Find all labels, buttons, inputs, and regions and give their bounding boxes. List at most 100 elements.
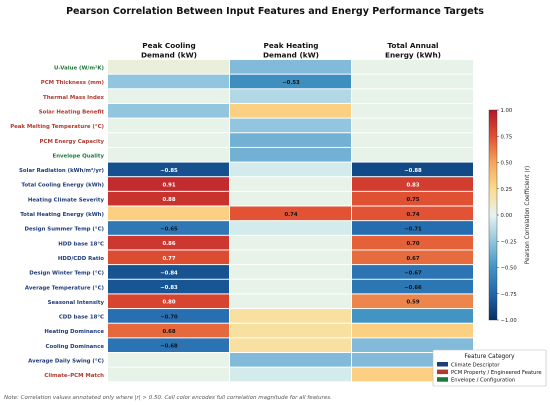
colorbar-tick-label: 1.00 — [501, 108, 513, 114]
colorbar-tick-label: −1.00 — [501, 318, 518, 324]
cell-value: −0.70 — [160, 314, 178, 320]
legend-box — [432, 349, 547, 387]
cell-value: −0.65 — [160, 226, 178, 232]
heatmap-cell — [352, 191, 473, 206]
legend-swatch — [437, 362, 448, 367]
cell-value: 0.74 — [284, 212, 297, 218]
row-label: PCM Thickness (mm) — [41, 80, 104, 86]
row-label: HDD base 18°C — [58, 241, 104, 247]
cell-value: 0.70 — [406, 241, 419, 247]
colorbar-tick-label: −0.50 — [501, 266, 518, 272]
cell-value: −0.83 — [160, 285, 178, 291]
column-header: Demand (kW) — [263, 51, 319, 60]
cell-value: 0.59 — [406, 300, 419, 306]
legend-swatch — [437, 377, 448, 382]
heatmap-cell — [352, 279, 473, 294]
heatmap-cell — [352, 60, 473, 74]
heatmap-cell — [352, 206, 473, 221]
heatmap-cell — [352, 235, 473, 250]
chart-title: Pearson Correlation Between Input Featur… — [66, 6, 484, 17]
heatmap-cell — [352, 162, 473, 177]
heatmap-cell — [230, 191, 351, 206]
heatmap-cell — [352, 74, 473, 89]
cell-value: −0.53 — [282, 80, 300, 86]
heatmap-cell — [108, 191, 229, 206]
cell-value: −0.66 — [404, 285, 422, 291]
heatmap-cell — [108, 118, 229, 133]
cell-value: 0.67 — [406, 256, 419, 262]
cell-value: −0.85 — [160, 168, 178, 174]
heatmap-cell — [108, 265, 229, 279]
heatmap-cell — [352, 221, 473, 235]
heatmap-cell — [108, 177, 229, 191]
cell-value: 0.68 — [162, 329, 175, 335]
heatmap-cell — [352, 250, 473, 265]
heatmap-cell — [108, 235, 229, 250]
heatmap-cell — [352, 323, 473, 338]
heatmap-cell — [230, 221, 351, 235]
footnote: Note: Correlation values annotated only … — [4, 395, 332, 401]
heatmap-cell — [230, 89, 351, 103]
row-label: Seasonal Intensity — [48, 300, 105, 306]
colorbar-tick-label: 0.75 — [501, 134, 513, 140]
colorbar-label: Pearson Correlation Coefficient (r) — [525, 166, 531, 265]
heatmap-cell — [230, 294, 351, 309]
heatmap-cell — [108, 323, 229, 338]
heatmap-cell — [230, 235, 351, 250]
heatmap-cell — [230, 147, 351, 162]
column-header: Peak Heating — [263, 41, 318, 50]
heatmap-cell — [108, 133, 229, 147]
column-header: Total Annual — [387, 41, 438, 50]
cell-value: −0.84 — [160, 270, 178, 276]
heatmap-cell — [108, 147, 229, 162]
heatmap-cell — [230, 162, 351, 177]
heatmap-cell — [108, 353, 229, 367]
heatmap-cell — [108, 89, 229, 103]
heatmap-cell — [230, 133, 351, 147]
heatmap-cell — [230, 206, 351, 221]
legend-swatch — [437, 369, 448, 375]
column-header: Peak Cooling — [142, 41, 195, 50]
heatmap-cell — [108, 221, 229, 235]
colorbar-tick-label: 0.50 — [501, 161, 513, 167]
row-label: Average Temperature (°C) — [25, 285, 104, 291]
heatmap-cell — [230, 323, 351, 338]
row-label: Climate–PCM Match — [44, 373, 104, 379]
row-label: Heating Dominance — [44, 329, 104, 335]
colorbar — [488, 109, 498, 321]
heatmap-cell — [108, 74, 229, 89]
row-label: U-Value (W/m²K) — [54, 65, 104, 72]
cell-value: 0.91 — [162, 183, 175, 189]
heatmap-cell — [108, 294, 229, 309]
cell-value: 0.80 — [162, 300, 175, 306]
legend-item-label: Envelope / Configuration — [451, 378, 515, 384]
heatmap-cell — [108, 206, 229, 221]
cell-value: 0.75 — [406, 197, 419, 203]
legend-item-label: Climate Descriptor — [451, 362, 500, 368]
heatmap-cell — [230, 60, 351, 74]
heatmap-cell — [108, 250, 229, 265]
row-label: Design Summer Temp (°C) — [25, 227, 104, 233]
heatmap-cell — [230, 353, 351, 367]
row-label: CDD base 18°C — [59, 315, 104, 321]
heatmap-cell — [108, 103, 229, 118]
cell-value: 0.83 — [406, 183, 419, 189]
row-label: Envelope Quality — [53, 153, 105, 159]
heatmap-cell — [230, 338, 351, 352]
legend-item-label: PCM Property / Engineered Feature — [451, 370, 542, 376]
legend-title: Feature Category — [464, 354, 515, 360]
heatmap-cell — [108, 60, 229, 74]
heatmap-cell — [352, 103, 473, 118]
row-label: Solar Heating Benefit — [39, 109, 105, 115]
heatmap-cell — [352, 89, 473, 103]
row-label: HDD/CDD Ratio — [58, 256, 104, 262]
colorbar-tick-label: −0.25 — [501, 239, 517, 245]
row-label: Total Heating Energy (kWh) — [20, 212, 104, 218]
cell-value: −0.67 — [404, 270, 422, 276]
colorbar-tick-label: −0.75 — [501, 292, 517, 298]
heatmap-cell — [352, 338, 473, 352]
row-label: PCM Energy Capacity — [40, 139, 105, 145]
heatmap-cell — [230, 103, 351, 118]
colorbar-tick-label: 0.00 — [501, 213, 513, 219]
heatmap-cell — [108, 279, 229, 294]
